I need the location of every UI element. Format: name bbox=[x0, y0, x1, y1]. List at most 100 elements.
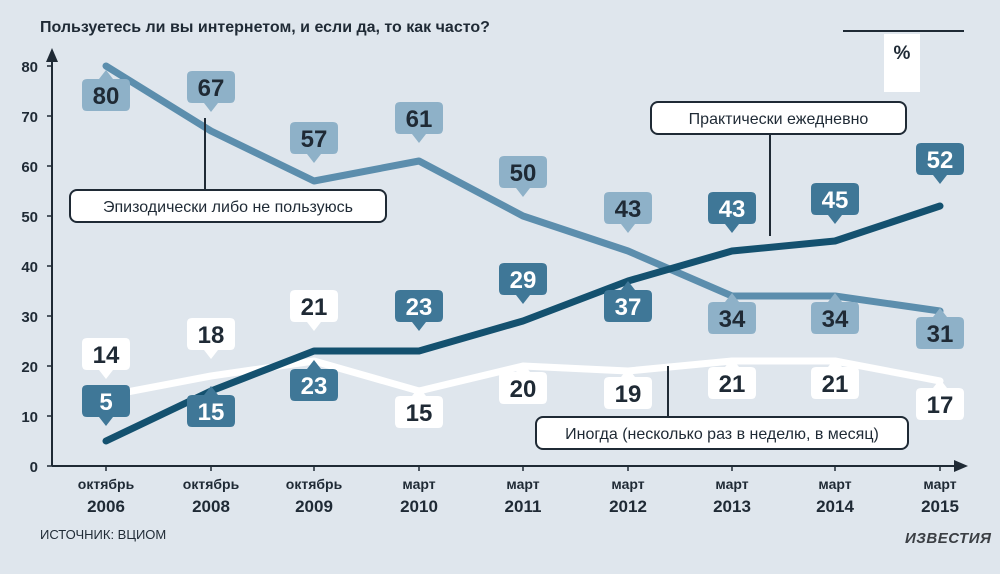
episodic-value-callout: 34 bbox=[811, 293, 859, 334]
y-tick-label: 20 bbox=[21, 359, 38, 376]
sometimes-callout-box bbox=[811, 358, 859, 399]
daily-series-line bbox=[102, 202, 944, 445]
x-tick-label-month: октябрь bbox=[78, 476, 135, 492]
sometimes-data-label: 21 bbox=[822, 371, 849, 398]
y-tick-label: 60 bbox=[21, 159, 38, 176]
sometimes-data-label: 20 bbox=[510, 376, 537, 403]
episodic-data-label: 31 bbox=[927, 321, 954, 348]
unit-label: % bbox=[893, 43, 911, 64]
episodic-value-callout: 67 bbox=[187, 71, 235, 112]
daily-callout-box bbox=[499, 263, 547, 304]
episodic-series-name: Эпизодически либо не пользуюсь bbox=[103, 199, 353, 216]
episodic-callout-box bbox=[395, 102, 443, 143]
episodic-data-label: 67 bbox=[198, 75, 225, 102]
source-note: ИСТОЧНИК: ВЦИОМ bbox=[40, 527, 167, 542]
sometimes-series-name-callout: Иногда (несколько раз в неделю, в месяц) bbox=[535, 366, 909, 450]
sometimes-series-name: Иногда (несколько раз в неделю, в месяц) bbox=[565, 426, 879, 443]
x-tick-label-month: март bbox=[923, 476, 956, 492]
episodic-value-callout: 50 bbox=[499, 156, 547, 197]
daily-data-label: 52 bbox=[927, 147, 954, 174]
y-tick-label: 10 bbox=[21, 409, 38, 426]
x-tick-label-year: 2011 bbox=[505, 497, 542, 516]
episodic-callout-box bbox=[708, 293, 756, 334]
daily-data-label: 5 bbox=[99, 389, 112, 416]
x-tick-label-month: октябрь bbox=[286, 476, 343, 492]
chart-title: Пользуетесь ли вы интернетом, и если да,… bbox=[40, 19, 490, 36]
sometimes-callout-box bbox=[290, 290, 338, 331]
sometimes-callout-box bbox=[395, 387, 443, 428]
daily-callout-box bbox=[708, 192, 756, 233]
daily-value-callout: 45 bbox=[811, 183, 859, 224]
y-axis-arrow bbox=[46, 48, 58, 62]
sometimes-data-label: 21 bbox=[301, 294, 328, 321]
daily-data-label: 29 bbox=[510, 267, 537, 294]
y-tick-label: 80 bbox=[21, 59, 38, 76]
daily-data-label: 23 bbox=[301, 373, 328, 400]
y-tick-label: 0 bbox=[30, 459, 38, 476]
y-tick-label: 30 bbox=[21, 309, 38, 326]
x-tick-label-year: 2010 bbox=[400, 497, 438, 516]
sometimes-value-callout: 21 bbox=[811, 358, 859, 399]
episodic-value-callout: 34 bbox=[708, 293, 756, 334]
y-tick-label: 70 bbox=[21, 109, 38, 126]
episodic-callout-box bbox=[187, 71, 235, 112]
daily-callout-box bbox=[916, 143, 964, 184]
daily-value-callout: 23 bbox=[395, 290, 443, 331]
episodic-callout-box bbox=[811, 293, 859, 334]
publisher-logo: ИЗВЕСТИЯ bbox=[905, 530, 992, 547]
daily-data-label: 15 bbox=[198, 399, 225, 426]
daily-value-callout: 15 bbox=[187, 386, 235, 427]
sometimes-callout-box bbox=[499, 363, 547, 404]
sometimes-value-callout: 21 bbox=[708, 358, 756, 399]
x-tick-label-month: март bbox=[715, 476, 748, 492]
sometimes-value-callout: 20 bbox=[499, 363, 547, 404]
x-axis-arrow bbox=[954, 460, 968, 472]
episodic-series-name-box bbox=[69, 189, 387, 223]
sometimes-callout-box bbox=[916, 379, 964, 420]
daily-callout-box bbox=[395, 290, 443, 331]
episodic-data-label: 43 bbox=[615, 196, 642, 223]
daily-series-name-box bbox=[650, 101, 907, 135]
sometimes-data-label: 19 bbox=[615, 381, 642, 408]
sometimes-series-name-box bbox=[535, 416, 909, 450]
sometimes-value-callout: 21 bbox=[290, 290, 338, 331]
x-tick-label-year: 2009 bbox=[295, 497, 333, 516]
episodic-data-label: 61 bbox=[406, 106, 433, 133]
sometimes-data-label: 14 bbox=[93, 342, 120, 369]
sometimes-data-label: 17 bbox=[927, 392, 954, 419]
sometimes-callout-box bbox=[82, 338, 130, 379]
daily-value-callout: 37 bbox=[604, 281, 652, 322]
unit-rule bbox=[843, 30, 964, 32]
daily-value-callout: 23 bbox=[290, 360, 338, 401]
episodic-data-label: 50 bbox=[510, 160, 537, 187]
daily-value-callout: 29 bbox=[499, 263, 547, 304]
sometimes-data-label: 15 bbox=[406, 400, 433, 427]
x-tick-label-year: 2015 bbox=[921, 497, 959, 516]
daily-value-callout: 5 bbox=[82, 385, 130, 426]
x-tick-label-month: октябрь bbox=[183, 476, 240, 492]
sometimes-callout-box bbox=[187, 318, 235, 359]
y-tick-label: 50 bbox=[21, 209, 38, 226]
episodic-callout-box bbox=[916, 308, 964, 349]
daily-data-label: 23 bbox=[406, 294, 433, 321]
sometimes-value-callout: 19 bbox=[604, 368, 652, 409]
episodic-data-label: 80 bbox=[93, 83, 120, 110]
sometimes-value-callout: 17 bbox=[916, 379, 964, 420]
x-tick-label-year: 2012 bbox=[609, 497, 647, 516]
daily-callout-box bbox=[290, 360, 338, 401]
axes: 0 10 20 30 40 50 60 70 80 октябрь 2006 октябрь 2008 о… bbox=[21, 48, 968, 516]
daily-value-callout: 43 bbox=[708, 192, 756, 233]
episodic-value-callout: 31 bbox=[916, 308, 964, 349]
daily-series-name: Практически ежедневно bbox=[689, 111, 869, 128]
x-tick-label-year: 2014 bbox=[816, 497, 854, 516]
y-tick-label: 40 bbox=[21, 259, 38, 276]
episodic-value-callout: 43 bbox=[604, 192, 652, 233]
sometimes-value-callout: 14 bbox=[82, 338, 130, 379]
x-tick-label-year: 2013 bbox=[713, 497, 751, 516]
episodic-callout-box bbox=[82, 70, 130, 111]
daily-data-label: 37 bbox=[615, 294, 642, 321]
sometimes-data-label: 18 bbox=[198, 322, 225, 349]
daily-callout-box bbox=[604, 281, 652, 322]
